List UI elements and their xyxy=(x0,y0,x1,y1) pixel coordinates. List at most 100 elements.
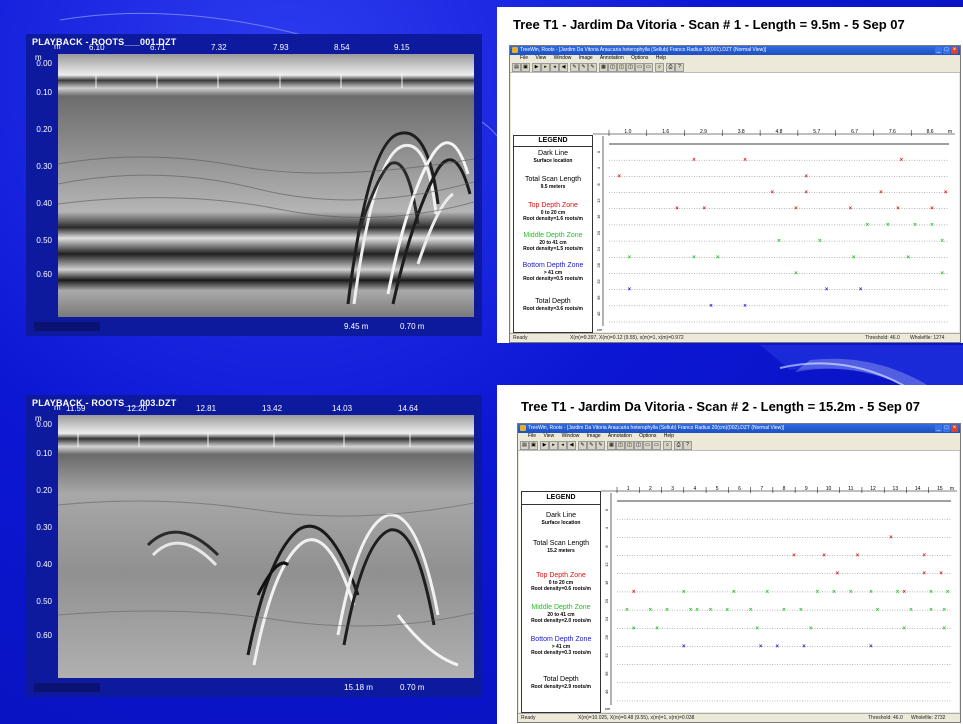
minimize-button[interactable]: _ xyxy=(935,47,942,54)
root-grid[interactable]: 1.0 1.6 2.9 3.8 4.8 5.7 6.7 7.6 8.6 m 0 4 8 12 16 20 24 2… xyxy=(593,128,955,332)
tool-icon[interactable]: ✎ xyxy=(578,441,587,450)
gpr-radargram[interactable] xyxy=(58,415,474,678)
step-back-icon[interactable]: ◂ xyxy=(558,441,567,450)
menu-help[interactable]: Help xyxy=(663,433,675,439)
root-grid[interactable]: 1 2 3 4 5 6 7 8 9 10 11 12 13 14 15 m048121620242832364… xyxy=(601,485,957,711)
root-marker-green: × xyxy=(756,626,760,632)
tool-icon[interactable]: ▭ xyxy=(643,441,652,450)
zoom-icon[interactable]: ⌕ xyxy=(655,63,664,72)
play-icon[interactable]: ▶ xyxy=(540,441,549,450)
menu-window[interactable]: Window xyxy=(553,55,572,61)
depth-label: 8 xyxy=(604,545,609,548)
y-tick: 0.00 xyxy=(36,420,52,429)
x-label: 3 xyxy=(671,486,674,492)
help-icon[interactable]: ? xyxy=(683,441,692,450)
grid-icon[interactable]: ▦ xyxy=(599,63,608,72)
tool-icon[interactable]: ▭ xyxy=(635,63,644,72)
tool-icon[interactable]: ✎ xyxy=(570,63,579,72)
root-marker-red: × xyxy=(794,206,798,212)
window-titlebar[interactable]: TreeWin, Roots - [Jardim Da Vitoria Arau… xyxy=(510,46,960,55)
open-icon[interactable]: ▤ xyxy=(512,63,521,72)
save-icon[interactable]: ▣ xyxy=(529,441,538,450)
menu-image[interactable]: Image xyxy=(586,433,601,439)
app-icon xyxy=(512,47,518,53)
root-marker-red: × xyxy=(939,571,943,577)
close-button[interactable]: × xyxy=(951,425,958,432)
menu-view[interactable]: View xyxy=(543,433,555,439)
x-label: 14 xyxy=(915,486,921,492)
root-marker-red: × xyxy=(804,174,808,180)
tool-icon[interactable]: ◫ xyxy=(625,441,634,450)
menu-annotation[interactable]: Annotation xyxy=(607,433,632,439)
tool-icon[interactable]: ◫ xyxy=(634,441,643,450)
root-marker-green: × xyxy=(818,239,822,245)
save-icon[interactable]: ▣ xyxy=(521,63,530,72)
menu-image[interactable]: Image xyxy=(578,55,593,61)
menu-window[interactable]: Window xyxy=(561,433,580,439)
window-titlebar[interactable]: TreeWin, Roots - [Jardim Da Vitoria Arau… xyxy=(518,424,960,433)
menu-file[interactable]: File xyxy=(520,55,529,61)
menu-file[interactable]: File xyxy=(528,433,537,439)
step-forward-icon[interactable]: ▸ xyxy=(549,441,558,450)
menu-options[interactable]: Options xyxy=(631,55,649,61)
tool-icon[interactable]: ◫ xyxy=(617,63,626,72)
rewind-icon[interactable]: ◀ xyxy=(559,63,568,72)
footer-distance: 9.45 m xyxy=(344,322,369,331)
app-window: TreeWin, Roots - [Jardim Da Vitoria Arau… xyxy=(509,45,961,343)
root-marker-blue: × xyxy=(869,644,873,650)
open-icon[interactable]: ▤ xyxy=(520,441,529,450)
menubar: File View Window Image Annotation Option… xyxy=(510,55,960,62)
tool-icon[interactable]: ◫ xyxy=(608,63,617,72)
depth-label: 28 xyxy=(604,634,609,639)
tool-icon[interactable]: ▭ xyxy=(644,63,653,72)
help-icon[interactable]: ? xyxy=(675,63,684,72)
depth-label: 28 xyxy=(596,262,601,267)
tool-icon[interactable]: ✎ xyxy=(579,63,588,72)
x-label: 1.0 xyxy=(624,129,631,135)
maximize-button[interactable]: □ xyxy=(943,47,950,54)
x-unit: m xyxy=(948,129,952,135)
menu-help[interactable]: Help xyxy=(655,55,667,61)
tool-icon[interactable]: ▭ xyxy=(652,441,661,450)
root-marker-blue: × xyxy=(628,287,632,293)
depth-label: 36 xyxy=(596,295,601,300)
x-tick: 11.59 xyxy=(66,404,86,413)
legend-item-top-zone: Top Depth Zone 0 to 20 cm Root density=0… xyxy=(531,572,591,592)
close-button[interactable]: × xyxy=(951,47,958,54)
tool-icon[interactable]: ◫ xyxy=(616,441,625,450)
legend-item-dark-line: Dark Line Surface location xyxy=(541,512,581,526)
zoom-icon[interactable]: ⌕ xyxy=(663,441,672,450)
root-marker-green: × xyxy=(832,589,836,595)
maximize-button[interactable]: □ xyxy=(943,425,950,432)
menu-view[interactable]: View xyxy=(535,55,547,61)
rewind-icon[interactable]: ◀ xyxy=(567,441,576,450)
step-forward-icon[interactable]: ▸ xyxy=(541,63,550,72)
gpr-title: PLAYBACK - ROOTS___001.DZT xyxy=(32,37,177,47)
root-marker-red: × xyxy=(944,190,948,196)
menu-options[interactable]: Options xyxy=(639,433,657,439)
tool-icon[interactable]: ◫ xyxy=(626,63,635,72)
menu-annotation[interactable]: Annotation xyxy=(599,55,624,61)
status-bar: Ready X(m)=9.397, X(m)=0.12 (9.55), x(m)… xyxy=(510,333,960,342)
depth-unit: cm xyxy=(597,327,603,332)
tool-icon[interactable]: ✎ xyxy=(588,63,597,72)
root-marker-green: × xyxy=(849,589,853,595)
play-icon[interactable]: ▶ xyxy=(532,63,541,72)
print-icon[interactable]: ⎙ xyxy=(674,441,683,450)
tool-icon[interactable]: ✎ xyxy=(587,441,596,450)
root-marker-red: × xyxy=(792,553,796,559)
x-label: 7 xyxy=(760,486,763,492)
root-marker-blue: × xyxy=(759,644,763,650)
minimize-button[interactable]: _ xyxy=(935,425,942,432)
step-back-icon[interactable]: ◂ xyxy=(550,63,559,72)
depth-label: 36 xyxy=(604,671,609,676)
root-marker-green: × xyxy=(816,589,820,595)
root-marker-green: × xyxy=(766,589,770,595)
tool-icon[interactable]: ✎ xyxy=(596,441,605,450)
gpr-radargram[interactable] xyxy=(58,54,474,317)
status-ready: Ready xyxy=(513,335,528,341)
y-tick: 0.10 xyxy=(36,88,52,97)
print-icon[interactable]: ⎙ xyxy=(666,63,675,72)
x-unit: m xyxy=(950,486,954,492)
grid-icon[interactable]: ▦ xyxy=(607,441,616,450)
